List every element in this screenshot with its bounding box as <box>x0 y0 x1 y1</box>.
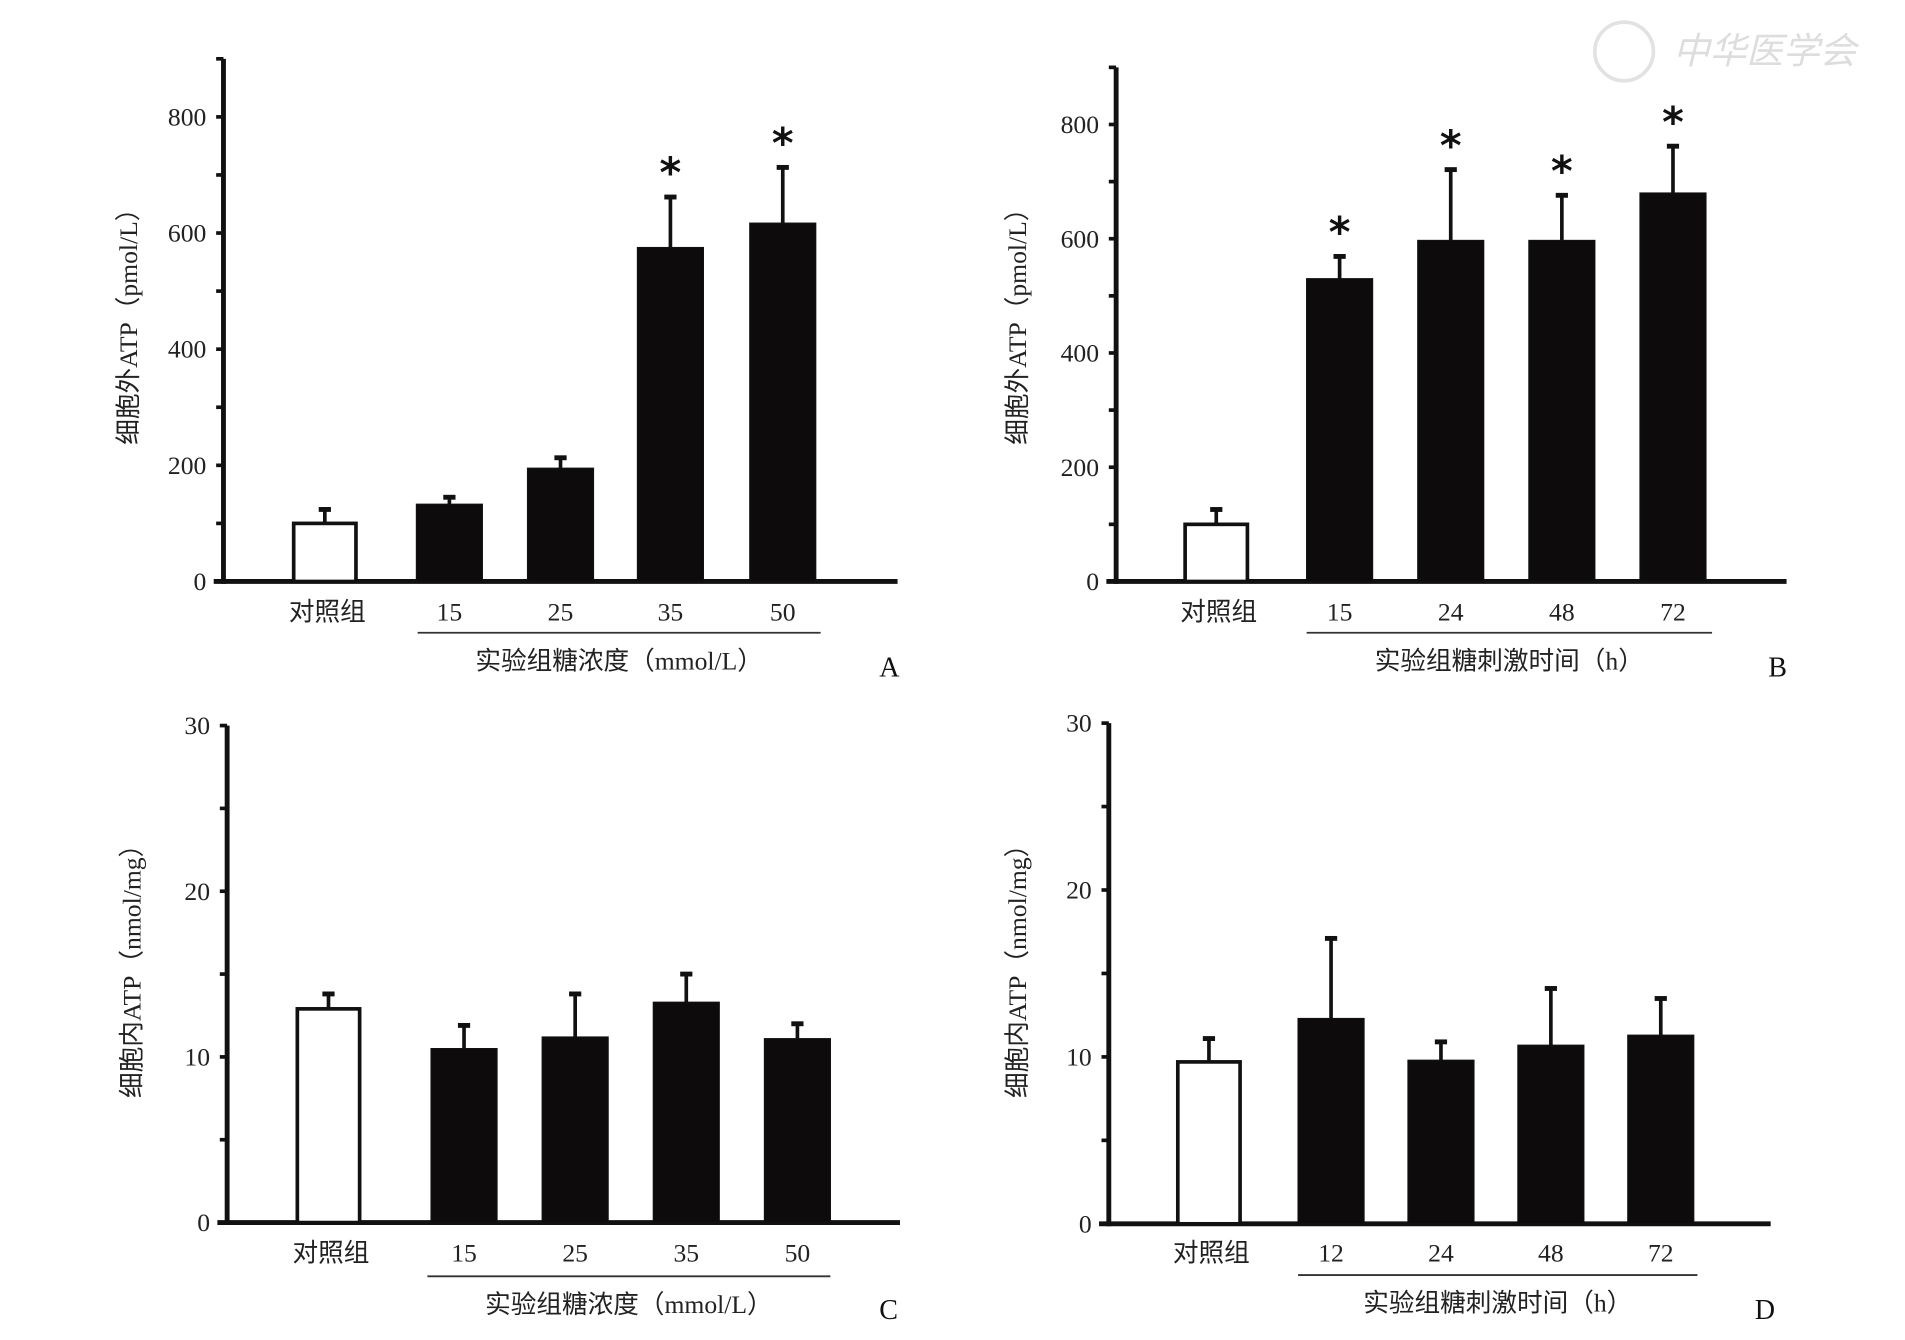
bar <box>636 246 704 583</box>
x-category-label: 35 <box>673 1239 699 1268</box>
y-tick-label: 400 <box>168 335 206 364</box>
bar <box>526 467 595 583</box>
y-tick-label: 0 <box>194 567 207 596</box>
bar <box>1306 278 1374 583</box>
x-category-label: 50 <box>785 1239 811 1268</box>
bar <box>652 1001 720 1224</box>
y-tick-label: 200 <box>168 451 206 480</box>
x-category-label: 对照组 <box>289 598 366 627</box>
bar <box>415 503 483 583</box>
x-category-label: 48 <box>1538 1239 1564 1268</box>
bar-control <box>1175 1060 1242 1226</box>
x-category-label: 15 <box>437 598 463 627</box>
bar-control <box>295 1007 362 1225</box>
y-tick-label: 400 <box>1061 339 1099 368</box>
x-category-label: 对照组 <box>1173 1239 1250 1268</box>
bar <box>1297 1017 1365 1225</box>
significance-star: * <box>1329 208 1351 257</box>
bar-control <box>1183 522 1250 584</box>
y-tick-label: 0 <box>1079 1209 1092 1238</box>
x-category-label: 24 <box>1438 598 1464 627</box>
significance-star: * <box>772 119 794 168</box>
x-category-label: 15 <box>1327 598 1353 627</box>
y-tick-label: 20 <box>184 877 210 906</box>
y-tick-label: 0 <box>197 1208 210 1237</box>
panel-label: A <box>879 653 900 684</box>
bar <box>1627 1034 1695 1225</box>
panel-label: B <box>1768 653 1787 684</box>
x-category-label: 35 <box>658 598 684 627</box>
bar <box>763 1038 831 1224</box>
y-axis-title: 细胞外ATP（pmol/L） <box>114 196 143 445</box>
y-tick-label: 10 <box>1066 1042 1092 1071</box>
watermark: 中华医学会 <box>1592 20 1859 83</box>
x-category-label: 72 <box>1660 598 1686 627</box>
bar <box>1407 1059 1475 1225</box>
significance-star: * <box>660 148 682 197</box>
y-tick-label: 600 <box>1061 224 1099 253</box>
y-tick-label: 30 <box>1066 709 1092 738</box>
y-tick-label: 200 <box>1061 453 1099 482</box>
bar-control <box>291 521 358 584</box>
significance-star: * <box>1662 97 1684 146</box>
x-category-label: 对照组 <box>292 1239 369 1268</box>
x-category-label: 15 <box>451 1239 477 1268</box>
y-axis-title: 细胞内ATP（nmol/mg） <box>1003 832 1032 1098</box>
x-category-label: 25 <box>562 1239 588 1268</box>
y-tick-label: 600 <box>168 219 206 248</box>
x-axis-title: 实验组糖刺激时间（h） <box>1375 646 1644 675</box>
watermark-seal-icon <box>1592 20 1656 83</box>
panel-b: 0 200 400 600 800 对照组 * 15 * 24 * 48 * 72 实验组糖刺激时间（h） 细… <box>1003 65 1787 684</box>
y-axis-title: 细胞外ATP（pmol/L） <box>1003 196 1032 445</box>
y-tick-label: 800 <box>1061 110 1099 139</box>
panel-a: 0 200 400 600 800 对照组 15 25 * 35 * 50实验组糖浓度（mmol/L）… <box>114 56 900 684</box>
bar <box>749 222 817 583</box>
y-tick-label: 20 <box>1066 876 1092 905</box>
bar <box>1517 1044 1585 1225</box>
y-tick-label: 10 <box>184 1042 210 1071</box>
bar <box>1639 192 1707 583</box>
x-axis-title: 实验组糖浓度（mmol/L） <box>475 646 763 675</box>
bar <box>1417 239 1485 583</box>
y-axis-title: 细胞内ATP（nmol/mg） <box>117 832 146 1098</box>
x-category-label: 48 <box>1549 598 1575 627</box>
y-tick-label: 0 <box>1086 567 1099 596</box>
bar <box>541 1036 609 1224</box>
significance-star: * <box>1551 147 1573 196</box>
panel-d: 0 10 20 30 对照组 12 24 48 72 实验组糖刺激时间（h） 细胞内ATP（nmol… <box>1003 709 1775 1326</box>
x-axis-title: 实验组糖刺激时间（h） <box>1363 1289 1632 1318</box>
y-tick-label: 30 <box>184 711 210 740</box>
bar <box>430 1048 498 1224</box>
panel-label: C <box>879 1295 898 1326</box>
significance-star: * <box>1440 121 1462 170</box>
x-category-label: 12 <box>1318 1239 1344 1268</box>
bar <box>1528 239 1596 583</box>
x-category-label: 对照组 <box>1180 598 1257 627</box>
x-axis-title: 实验组糖浓度（mmol/L） <box>485 1290 773 1319</box>
x-category-label: 25 <box>548 598 574 627</box>
x-category-label: 24 <box>1428 1239 1454 1268</box>
x-category-label: 72 <box>1648 1239 1674 1268</box>
x-category-label: 50 <box>770 598 796 627</box>
panel-c: 0 10 20 30 对照组 15 25 35 50 实验组糖浓度（mmol/L） 细胞内ATP（n… <box>117 711 900 1326</box>
watermark-text: 中华医学会 <box>1673 31 1859 72</box>
y-tick-label: 800 <box>168 102 206 131</box>
panel-label: D <box>1755 1295 1775 1326</box>
